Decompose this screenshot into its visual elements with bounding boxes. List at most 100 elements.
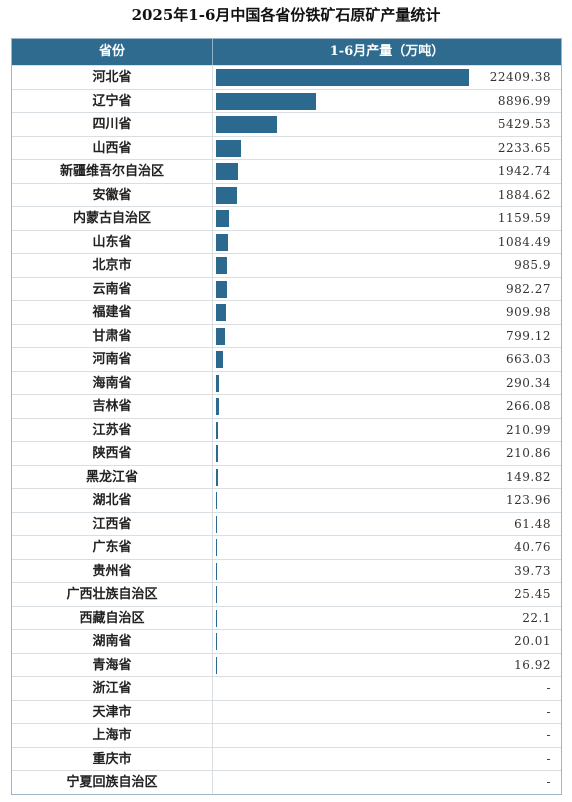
output-value: - xyxy=(546,681,551,695)
output-value: 149.82 xyxy=(506,469,551,484)
output-bar xyxy=(216,445,219,462)
table-row: 河北省 22409.38 xyxy=(12,65,561,89)
output-cell: 1159.59 xyxy=(212,207,561,230)
table-row: 福建省 909.98 xyxy=(12,300,561,324)
table-row: 天津市 - xyxy=(12,699,561,724)
province-name: 吉林省 xyxy=(92,399,132,414)
output-value: 1884.62 xyxy=(497,187,551,202)
province-name: 贵州省 xyxy=(92,563,132,579)
province-name: 海南省 xyxy=(92,375,132,391)
province-name: 辽宁省 xyxy=(92,93,132,109)
output-bar xyxy=(216,186,238,204)
output-value: 40.76 xyxy=(514,540,551,554)
output-cell: 25.45 xyxy=(212,583,561,606)
output-value: 799.12 xyxy=(506,328,551,343)
output-cell: 982.27 xyxy=(212,277,561,301)
output-cell: 40.76 xyxy=(212,536,561,559)
province-name: 上海市 xyxy=(92,728,132,743)
table-row: 江苏省 210.99 xyxy=(12,417,561,442)
table-row: 广西壮族自治区 25.45 xyxy=(12,582,561,606)
table-row: 湖北省 123.96 xyxy=(12,488,561,512)
province-name: 广东省 xyxy=(92,540,132,555)
output-bar xyxy=(216,280,228,298)
header-output: 1-6月产量（万吨） xyxy=(212,39,561,65)
output-bar xyxy=(216,69,469,86)
output-bar xyxy=(216,139,242,157)
output-value: 2233.65 xyxy=(497,140,551,155)
output-cell: 266.08 xyxy=(212,395,561,418)
table-row: 山东省 1084.49 xyxy=(12,229,561,254)
output-value: 25.45 xyxy=(514,587,551,601)
table-row: 重庆市 - xyxy=(12,746,561,771)
output-value: - xyxy=(546,775,551,789)
province-name: 四川省 xyxy=(92,117,132,132)
output-bar xyxy=(216,398,219,415)
province-name: 湖南省 xyxy=(92,634,132,649)
province-name: 重庆市 xyxy=(92,751,132,767)
output-value: 8896.99 xyxy=(497,93,551,108)
header-province: 省份 xyxy=(98,44,125,59)
table-row: 甘肃省 799.12 xyxy=(12,323,561,348)
province-name: 山西省 xyxy=(92,140,132,156)
output-value: - xyxy=(546,751,551,766)
province-name: 内蒙古自治区 xyxy=(72,211,151,226)
output-value: 1084.49 xyxy=(497,234,551,249)
province-name: 福建省 xyxy=(92,305,132,320)
province-name: 甘肃省 xyxy=(92,328,132,344)
output-cell: - xyxy=(212,700,561,724)
output-bar xyxy=(216,233,229,251)
table-header: 省份 1-6月产量（万吨） xyxy=(12,39,561,65)
table-row: 宁夏回族自治区 - xyxy=(12,770,561,794)
table-row: 西藏自治区 22.1 xyxy=(12,605,561,630)
output-value: 22409.38 xyxy=(489,70,551,84)
output-cell: 1084.49 xyxy=(212,230,561,254)
output-cell: 20.01 xyxy=(212,630,561,653)
output-bar xyxy=(216,163,238,180)
output-bar xyxy=(216,468,218,486)
output-value: 61.48 xyxy=(514,516,551,531)
output-cell: - xyxy=(212,677,561,700)
table-row: 湖南省 20.01 xyxy=(12,629,561,653)
province-name: 云南省 xyxy=(92,281,132,297)
output-bar xyxy=(216,515,217,533)
output-bar xyxy=(216,257,228,274)
province-name: 安徽省 xyxy=(92,187,132,203)
output-cell: 149.82 xyxy=(212,465,561,489)
output-value: 39.73 xyxy=(514,563,551,578)
province-name: 青海省 xyxy=(92,657,132,673)
province-name: 湖北省 xyxy=(92,493,132,508)
output-value: 210.99 xyxy=(506,422,551,437)
output-value: 290.34 xyxy=(506,375,551,390)
output-value: 909.98 xyxy=(506,305,551,319)
output-value: 663.03 xyxy=(506,352,551,366)
table-row: 河南省 663.03 xyxy=(12,347,561,371)
output-bar xyxy=(216,374,220,392)
output-value: - xyxy=(546,728,551,742)
province-name: 北京市 xyxy=(92,258,132,273)
output-value: 985.9 xyxy=(514,258,551,272)
page-title: 2025年1-6月中国各省份铁矿石原矿产量统计 xyxy=(131,6,441,24)
province-name: 江苏省 xyxy=(92,422,132,438)
province-name: 西藏自治区 xyxy=(79,610,145,626)
output-cell: 8896.99 xyxy=(212,89,561,113)
output-value: 5429.53 xyxy=(497,117,551,131)
output-bar xyxy=(216,421,219,439)
table-row: 浙江省 - xyxy=(12,676,561,700)
table-row: 吉林省 266.08 xyxy=(12,394,561,418)
output-value: 982.27 xyxy=(506,281,551,296)
output-value: 1159.59 xyxy=(497,211,551,225)
table-row: 广东省 40.76 xyxy=(12,535,561,559)
output-cell: 1942.74 xyxy=(212,160,561,183)
table-row: 安徽省 1884.62 xyxy=(12,182,561,207)
output-value: - xyxy=(546,704,551,719)
table-row: 江西省 61.48 xyxy=(12,511,561,536)
output-bar xyxy=(216,116,278,133)
output-cell: - xyxy=(212,724,561,747)
output-value: 1942.74 xyxy=(497,164,551,178)
output-cell: 22409.38 xyxy=(212,66,561,89)
table-row: 黑龙江省 149.82 xyxy=(12,464,561,489)
output-cell: 985.9 xyxy=(212,254,561,277)
output-value: 266.08 xyxy=(506,399,551,413)
province-name: 山东省 xyxy=(92,234,132,250)
output-bar xyxy=(216,351,224,368)
